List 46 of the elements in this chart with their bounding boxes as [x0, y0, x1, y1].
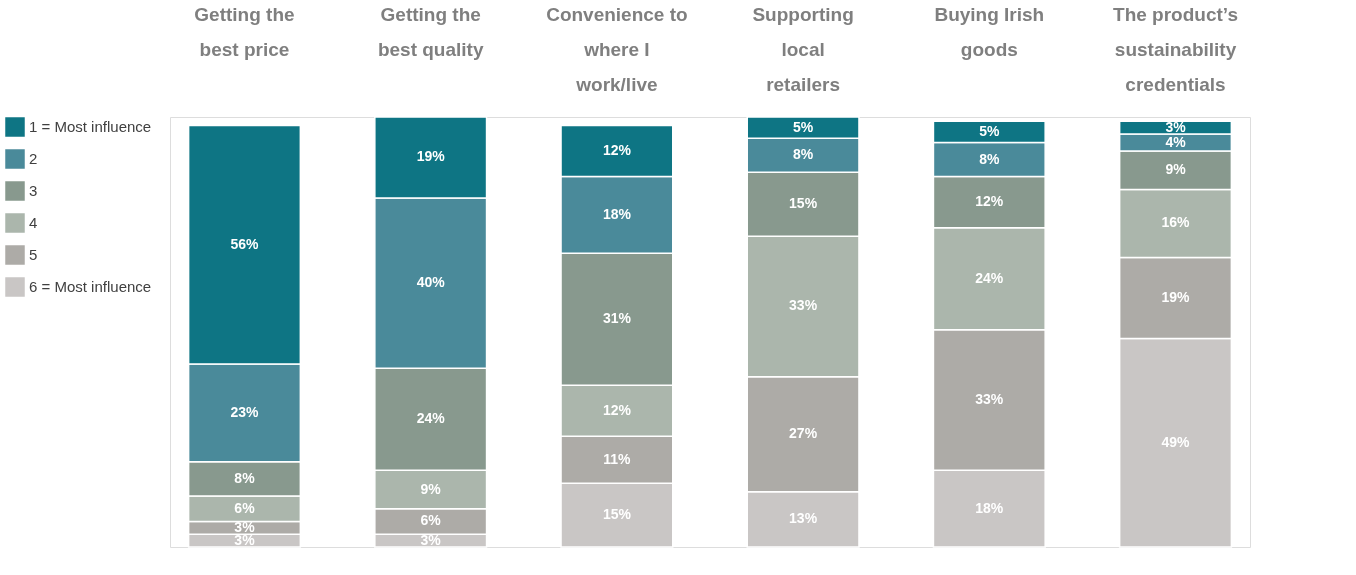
legend-label: 6 = Most influence — [29, 278, 152, 295]
data-label: 24% — [975, 269, 1004, 286]
data-label: 18% — [602, 205, 632, 222]
legend-label: 4 — [29, 214, 38, 231]
data-label: 15% — [602, 506, 632, 523]
data-label: 49% — [1161, 433, 1191, 450]
data-label: 12% — [975, 193, 1004, 210]
data-label: 9% — [420, 480, 442, 497]
data-label: 5% — [979, 122, 1000, 139]
data-label: 40% — [416, 274, 446, 291]
legend-label: 2 — [29, 150, 38, 167]
x-tick-label: Getting the best quality — [377, 3, 484, 60]
data-label: 6% — [234, 499, 256, 516]
legend-label: 1 = Most influence — [29, 118, 152, 135]
x-tick-label: Convenience to where I work/live — [546, 3, 688, 95]
data-label: 13% — [789, 510, 818, 527]
legend-label: 5 — [29, 246, 38, 263]
data-label: 3% — [1165, 118, 1187, 135]
data-label: 5% — [792, 118, 814, 135]
data-label: 33% — [975, 391, 1004, 408]
data-label: 11% — [603, 450, 632, 467]
data-label: 24% — [416, 410, 446, 427]
x-tick-label: The product’s sustainability credentials — [1113, 3, 1238, 95]
data-label: 16% — [1161, 214, 1191, 231]
data-label: 9% — [1165, 161, 1187, 178]
legend-label: 3 — [29, 182, 38, 199]
data-label: 8% — [792, 146, 814, 163]
data-label: 4% — [1165, 133, 1187, 150]
x-tick-label: Buying Irish goods — [934, 3, 1045, 60]
data-label: 12% — [602, 401, 632, 418]
data-label: 33% — [789, 297, 818, 314]
data-label: 12% — [602, 142, 632, 159]
data-label: 6% — [420, 512, 442, 529]
data-label: 19% — [416, 148, 446, 165]
data-label: 15% — [789, 195, 818, 212]
data-label: 23% — [230, 403, 260, 420]
x-tick-label: Getting the best price — [194, 3, 295, 60]
data-label: 31% — [602, 310, 632, 327]
x-tick-label: Supporting local retailers — [752, 3, 854, 95]
data-label: 19% — [1161, 288, 1191, 305]
data-label: 8% — [234, 469, 256, 486]
data-label: 56% — [230, 235, 260, 252]
data-label: 8% — [979, 150, 1000, 167]
data-label: 3% — [420, 531, 442, 548]
data-label: 18% — [975, 499, 1004, 516]
data-label: 27% — [789, 425, 818, 442]
